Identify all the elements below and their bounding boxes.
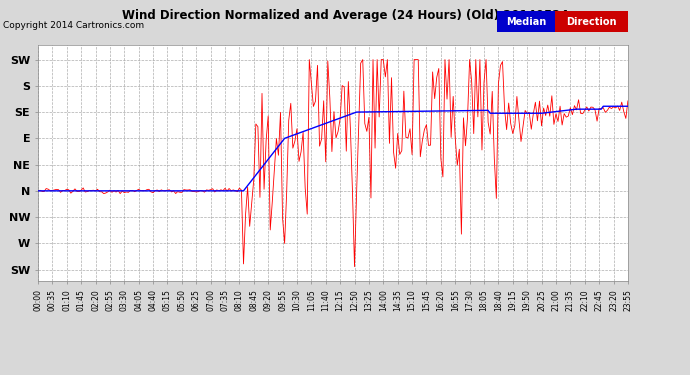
- Text: Direction: Direction: [566, 16, 617, 27]
- Text: Copyright 2014 Cartronics.com: Copyright 2014 Cartronics.com: [3, 21, 145, 30]
- Text: Median: Median: [506, 16, 546, 27]
- Text: Wind Direction Normalized and Average (24 Hours) (Old) 20140524: Wind Direction Normalized and Average (2…: [121, 9, 569, 22]
